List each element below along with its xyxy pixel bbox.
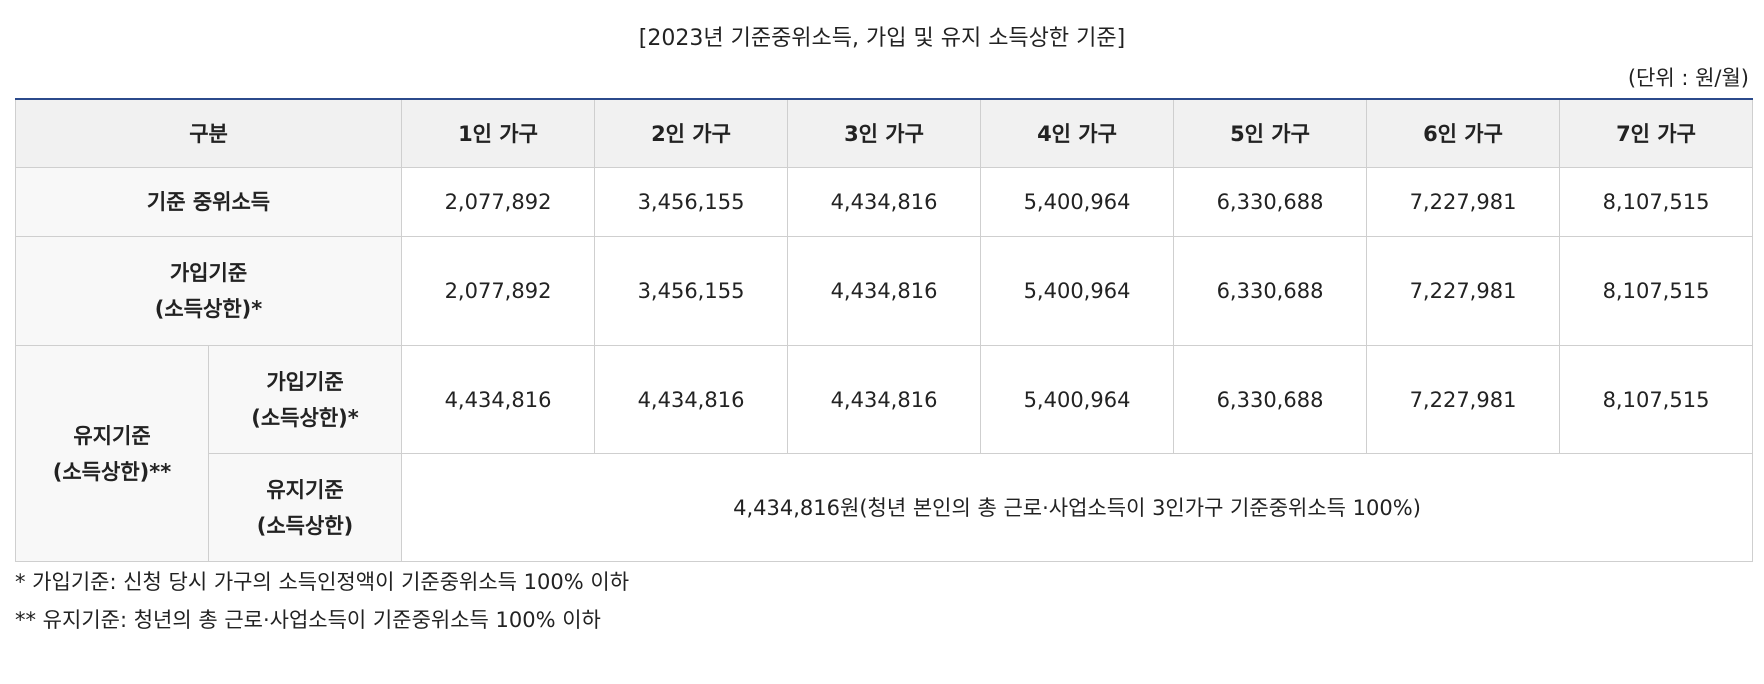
cell: 7,227,981 (1366, 236, 1561, 346)
cell: 5,400,964 (980, 167, 1175, 237)
label-line: 유지기준 (73, 423, 151, 448)
header-2p: 2인 가구 (594, 98, 789, 168)
cell: 7,227,981 (1366, 167, 1561, 237)
income-table: 구분 1인 가구 2인 가구 3인 가구 4인 가구 5인 가구 6인 가구 7… (14, 98, 1754, 562)
label-line: (소득상한)* (251, 405, 359, 430)
unit-label: (단위 : 원/월) (1627, 66, 1749, 90)
label-line: (소득상한)** (52, 459, 172, 484)
header-3p: 3인 가구 (787, 98, 982, 168)
cell: 4,434,816 (401, 345, 596, 454)
header-7p: 7인 가구 (1559, 98, 1754, 168)
label-line: (소득상한) (256, 513, 354, 538)
table-row-join: 가입기준 (소득상한)* 2,077,892 3,456,155 4,434,81… (14, 236, 1754, 346)
cell: 2,077,892 (401, 167, 596, 237)
cell: 4,434,816 (787, 236, 982, 346)
footnote-join: * 가입기준: 신청 당시 가구의 소득인정액이 기준중위소득 100% 이하 (15, 570, 630, 594)
table-row-median: 기준 중위소득 2,077,892 3,456,155 4,434,816 5,… (14, 167, 1754, 237)
label-line: 가입기준 (169, 261, 248, 285)
cell: 8,107,515 (1559, 167, 1754, 237)
cell: 6,330,688 (1173, 167, 1368, 237)
header-category: 구분 (14, 98, 403, 168)
cell: 3,456,155 (594, 236, 789, 346)
row-label: 유지기준 (소득상한)** (15, 345, 209, 562)
label-line: (소득상한)* (154, 297, 263, 321)
cell: 8,107,515 (1559, 236, 1754, 346)
label-line: 유지기준 (266, 477, 344, 502)
cell: 7,227,981 (1366, 345, 1561, 454)
row-label: 가입기준 (소득상한)* (14, 236, 403, 346)
header-1p: 1인 가구 (401, 98, 596, 168)
table-row-maintain-join: 유지기준 (소득상한)** 가입기준 (소득상한)* 4,434,816 4,434… (15, 345, 1754, 562)
header-row: 구분 1인 가구 2인 가구 3인 가구 4인 가구 5인 가구 6인 가구 7… (14, 98, 1754, 168)
cell: 5,400,964 (980, 345, 1175, 454)
cell: 4,434,816 (787, 167, 982, 237)
cell: 6,330,688 (1173, 236, 1368, 346)
label-line: 가입기준 (266, 369, 344, 394)
footnote-maintain: ** 유지기준: 청년의 총 근로·사업소득이 기준중위소득 100% 이하 (15, 608, 601, 632)
merged-cell: 4,434,816원(청년 본인의 총 근로·사업소득이 3인가구 기준중위소득… (401, 453, 1754, 562)
cell: 3,456,155 (594, 167, 789, 237)
sub-row-label: 가입기준 (소득상한)* (207, 345, 403, 454)
header-5p: 5인 가구 (1173, 98, 1368, 168)
header-6p: 6인 가구 (1366, 98, 1561, 168)
cell: 4,434,816 (594, 345, 789, 454)
table-caption: [2023년 기준중위소득, 가입 및 유지 소득상한 기준] (638, 26, 1126, 51)
cell: 4,434,816 (787, 345, 982, 454)
cell: 8,107,515 (1559, 345, 1754, 454)
sub-row-label: 유지기준 (소득상한) (207, 453, 403, 562)
table-row-maintain-keep: 유지기준 (소득상한) 4,434,816원(청년 본인의 총 근로·사업소득이 … (16, 453, 1754, 562)
header-4p: 4인 가구 (980, 98, 1175, 168)
cell: 6,330,688 (1173, 345, 1368, 454)
cell: 2,077,892 (401, 236, 596, 346)
cell: 5,400,964 (980, 236, 1175, 346)
row-label: 기준 중위소득 (14, 167, 403, 237)
